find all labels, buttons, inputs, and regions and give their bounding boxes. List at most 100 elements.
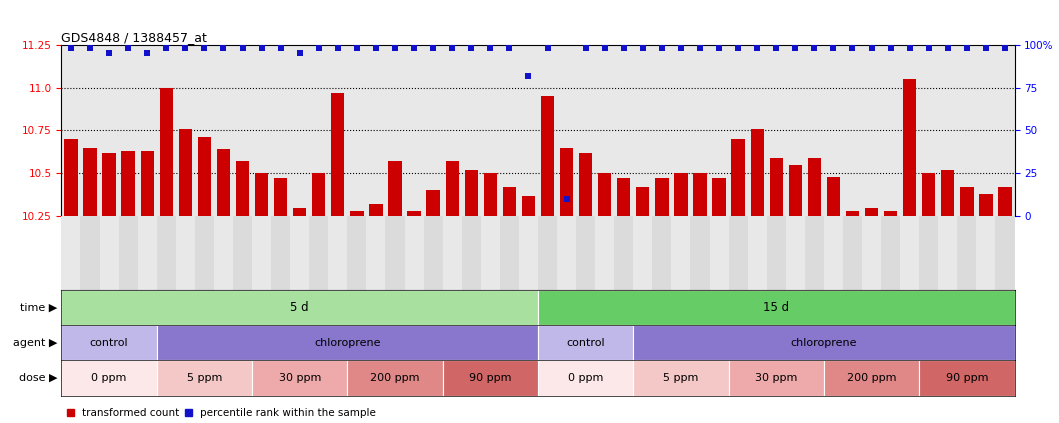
Bar: [61, 325, 157, 360]
Bar: [157, 360, 252, 396]
Bar: [443, 360, 538, 396]
Bar: [233, 216, 252, 290]
Bar: [370, 204, 382, 216]
Bar: [675, 173, 687, 216]
Point: [863, 45, 880, 52]
Bar: [560, 148, 573, 216]
Bar: [557, 216, 576, 290]
Bar: [732, 139, 744, 216]
Point: [539, 45, 556, 52]
Text: chloroprene: chloroprene: [315, 338, 380, 348]
Text: control: control: [567, 338, 605, 348]
Point: [101, 50, 118, 57]
Bar: [385, 216, 405, 290]
Point: [406, 45, 423, 52]
Bar: [846, 211, 859, 216]
Point: [139, 50, 156, 57]
Bar: [824, 216, 843, 290]
Bar: [999, 187, 1011, 216]
Bar: [884, 211, 897, 216]
Bar: [100, 216, 119, 290]
Point: [692, 45, 708, 52]
Point: [577, 45, 594, 52]
Bar: [595, 216, 614, 290]
Bar: [617, 179, 630, 216]
Bar: [633, 216, 652, 290]
Bar: [805, 216, 824, 290]
Point: [730, 45, 747, 52]
Point: [348, 45, 365, 52]
Bar: [65, 139, 77, 216]
Bar: [522, 195, 535, 216]
Bar: [252, 360, 347, 396]
Bar: [541, 96, 554, 216]
Point: [768, 45, 785, 52]
Bar: [138, 216, 157, 290]
Bar: [862, 216, 881, 290]
Text: time ▶: time ▶: [20, 303, 57, 313]
Point: [615, 45, 632, 52]
Text: agent ▶: agent ▶: [13, 338, 57, 348]
Legend: transformed count, percentile rank within the sample: transformed count, percentile rank withi…: [67, 408, 376, 418]
Point: [272, 45, 289, 52]
Bar: [576, 216, 595, 290]
Point: [997, 45, 1013, 52]
Text: chloroprene: chloroprene: [791, 338, 857, 348]
Bar: [919, 360, 1015, 396]
Text: 5 d: 5 d: [290, 301, 309, 314]
Bar: [481, 216, 500, 290]
Bar: [236, 161, 249, 216]
Point: [882, 45, 899, 52]
Bar: [160, 88, 173, 216]
Point: [120, 45, 137, 52]
Bar: [408, 211, 420, 216]
Point: [958, 45, 975, 52]
Point: [329, 45, 346, 52]
Bar: [786, 216, 805, 290]
Bar: [122, 151, 134, 216]
Bar: [271, 216, 290, 290]
Bar: [293, 208, 306, 216]
Bar: [198, 137, 211, 216]
Point: [177, 45, 194, 52]
Point: [501, 45, 518, 52]
Point: [520, 72, 537, 79]
Bar: [179, 129, 192, 216]
Bar: [119, 216, 138, 290]
Bar: [252, 216, 271, 290]
Bar: [312, 173, 325, 216]
Bar: [729, 360, 824, 396]
Bar: [652, 216, 671, 290]
Point: [234, 45, 251, 52]
Point: [215, 45, 232, 52]
Bar: [598, 173, 611, 216]
Text: 90 ppm: 90 ppm: [469, 373, 511, 383]
Point: [787, 45, 804, 52]
Text: control: control: [90, 338, 128, 348]
Bar: [690, 216, 710, 290]
Bar: [789, 165, 802, 216]
Bar: [446, 161, 459, 216]
Point: [749, 45, 766, 52]
Bar: [195, 216, 214, 290]
Bar: [903, 79, 916, 216]
Bar: [579, 153, 592, 216]
Point: [387, 45, 403, 52]
Point: [596, 45, 613, 52]
Bar: [443, 216, 462, 290]
Text: 0 ppm: 0 ppm: [568, 373, 604, 383]
Text: 200 ppm: 200 ppm: [847, 373, 896, 383]
Bar: [656, 179, 668, 216]
Bar: [465, 170, 478, 216]
Text: 5 ppm: 5 ppm: [186, 373, 222, 383]
Point: [291, 50, 308, 57]
Bar: [217, 149, 230, 216]
Point: [901, 45, 918, 52]
Bar: [519, 216, 538, 290]
Bar: [84, 148, 96, 216]
Point: [920, 45, 937, 52]
Bar: [827, 177, 840, 216]
Point: [425, 45, 442, 52]
Bar: [976, 216, 995, 290]
Bar: [424, 216, 443, 290]
